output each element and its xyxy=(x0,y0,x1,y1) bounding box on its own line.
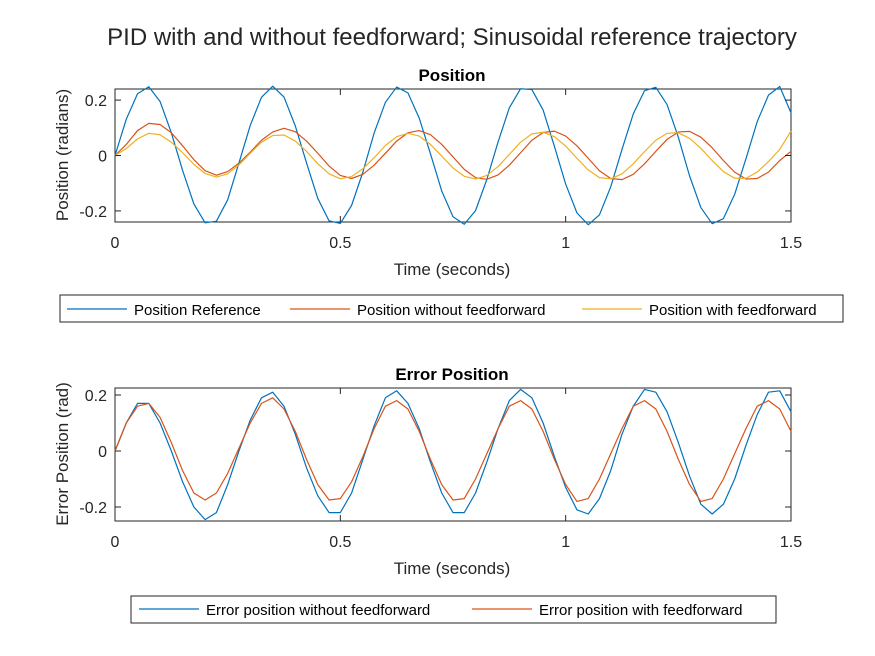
error-position-axes: Error Position 0 0.5 1 1.5-0.200.2 Time (se… xyxy=(53,365,802,578)
position-y-axis-label: Position (radians) xyxy=(53,89,72,221)
figure-title: PID with and without feedforward; Sinuso… xyxy=(107,24,797,51)
legend-label-error-with-feedforward: Error position with feedforward xyxy=(539,602,742,619)
error-position-legend-box xyxy=(130,595,777,624)
position-axes-title: Position xyxy=(418,66,485,85)
error-position-series-group xyxy=(114,388,792,521)
error-position-y-axis-label: Error Position (rad) xyxy=(53,382,72,526)
series-line-error-position-without-feedforward xyxy=(114,388,792,521)
series-line-error-position-with-feedforward xyxy=(114,397,792,502)
series-line-position-reference xyxy=(114,85,792,226)
error-position-x-tick-label: 0 xyxy=(111,534,120,551)
legend-label-position-reference: Position Reference xyxy=(134,302,261,319)
error-position-x-tick-label: 1 xyxy=(561,534,570,551)
error-position-y-tick-label: 0.2 xyxy=(85,388,107,405)
error-position-x-tick-label: 1.5 xyxy=(780,534,802,551)
legend-label-position-with-feedforward: Position with feedforward xyxy=(649,302,817,319)
position-series-group xyxy=(114,85,792,226)
error-position-plot-area xyxy=(114,387,792,522)
error-position-x-axis-label: Time (seconds) xyxy=(394,559,511,578)
position-x-tick-label: 1.5 xyxy=(780,235,802,252)
position-y-tick-label: -0.2 xyxy=(79,204,107,221)
legend-label-position-without-feedforward: Position without feedforward xyxy=(357,302,545,319)
position-legend-box xyxy=(59,294,844,323)
position-x-axis-label: Time (seconds) xyxy=(394,260,511,279)
position-axes: Position 0 0.5 1 1.5-0.200.2 Time (seconds)… xyxy=(53,66,802,279)
series-line-position-without-feedforward xyxy=(114,122,792,181)
position-legend: Position Reference Position without feed… xyxy=(59,294,844,323)
position-ticks-group: 0 0.5 1 1.5-0.200.2 xyxy=(79,89,802,252)
error-position-ticks-group: 0 0.5 1 1.5-0.200.2 xyxy=(79,388,802,551)
position-plot-area xyxy=(114,88,792,223)
position-x-tick-label: 1 xyxy=(561,235,570,252)
error-position-legend: Error position without feedforward Error… xyxy=(130,595,777,624)
error-position-y-tick-label: -0.2 xyxy=(79,500,107,517)
error-position-y-tick-label: 0 xyxy=(98,444,107,461)
position-y-tick-label: 0.2 xyxy=(85,93,107,110)
position-x-tick-label: 0.5 xyxy=(329,235,351,252)
error-position-axes-title: Error Position xyxy=(395,365,508,384)
series-line-position-with-feedforward xyxy=(114,130,792,180)
position-x-tick-label: 0 xyxy=(111,235,120,252)
legend-label-error-without-feedforward: Error position without feedforward xyxy=(206,602,430,619)
error-position-x-tick-label: 0.5 xyxy=(329,534,351,551)
position-y-tick-label: 0 xyxy=(98,149,107,166)
